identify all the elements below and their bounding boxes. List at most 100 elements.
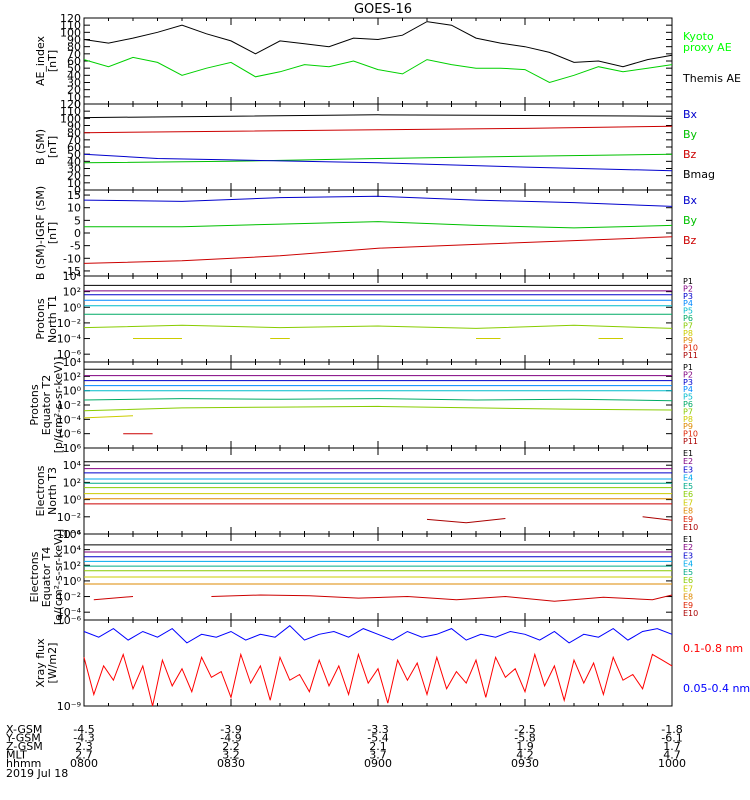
y-tick-label: 90 [67,120,81,133]
y-tick-label: 10⁴ [63,544,82,557]
orbit-value: 4.7 [663,749,681,762]
legend-entry: By [683,214,698,227]
y-tick-label: 40 [67,69,81,82]
legend-entry: P1 [683,277,693,286]
panel-frame [83,275,673,363]
panel-electrons_t4: 10⁻⁴ 10⁻² 10⁰ 10² 10⁴ 10⁶ Electrons Equator T4[… [28,528,698,625]
y-tick-label: 10⁻² [57,399,81,412]
legend-entry: E2 [683,457,693,466]
orbit-value: 0900 [364,757,392,770]
orbit-row-label: Y-GSM [5,732,41,745]
legend-entry: P6 [683,314,693,323]
orbit-value: 2.1 [369,740,387,753]
y-tick-label: 60 [67,141,81,154]
panel-frame [83,361,673,449]
legend-entry: E9 [683,515,693,524]
y-tick-label: 15 [67,189,81,202]
y-axis-label: [nT] [46,136,59,158]
legend-entry: P8 [683,415,693,424]
orbit-value: 4.2 [516,749,534,762]
orbit-row-label: Z-GSM [6,740,43,753]
y-tick-label: 10² [63,559,81,572]
orbit-row-label: X-GSM [6,723,42,736]
legend-entry: P11 [683,351,698,360]
legend-entry: P10 [683,430,698,439]
y-tick-label: 80 [67,127,81,140]
y-tick-label: 10⁻⁹ [57,700,81,713]
panel-frame [83,619,673,707]
legend-entry: E3 [683,551,693,560]
y-tick-label: 80 [67,41,81,54]
y-tick-label: 10⁻⁴ [57,413,82,426]
y-tick-label: 100 [60,26,81,39]
y-axis-label: B (SM) [34,129,47,165]
panel-frame [83,17,673,105]
legend-entry: P11 [683,437,698,446]
legend-entry: Bx [683,194,698,207]
series-By [83,153,673,164]
series-Themis AE [83,21,673,68]
legend-entry: Themis AE [682,72,741,85]
legend-entry: E8 [683,507,693,516]
series-E9a [93,596,134,601]
orbit-footer: X-GSM -4.5 -3.9 -3.3 -2.5 -1.8 Y-GSM -4.3 -4.9 -5… [5,723,686,770]
orbit-value: -3.9 [220,723,241,736]
y-tick-label: 10⁶ [63,442,82,455]
y-tick-label: 70 [67,134,81,147]
legend-entry: Kyoto [683,30,714,43]
legend-entry: P10 [683,344,698,353]
legend-entry: P6 [683,400,693,409]
legend-entry: E7 [683,498,693,507]
legend-entry: 0.05-0.4 nm [683,682,750,695]
legend-entry: P8 [683,329,693,338]
y-axis-label: [W/m2] [46,643,59,684]
y-tick-label: 10 [67,91,81,104]
y-axis-label: Equator T4 [40,547,53,607]
y-tick-label: 120 [60,98,81,111]
y-tick-label: 10² [63,286,81,299]
series-P7 [83,405,673,412]
y-tick-label: 20 [67,170,81,183]
y-tick-label: -5 [70,240,81,253]
series-E10b [642,516,673,521]
legend-entry: E3 [683,465,693,474]
legend-entry: P5 [683,393,693,402]
plot-title: GOES-16 [354,2,412,17]
y-tick-label: 10⁴ [63,356,82,369]
panel-xray: 10⁻⁹ 10⁻⁶ Xray flux [W/m2] 0.1-0.8 nm 0.05-0.… [34,614,750,713]
y-tick-label: 10⁴ [63,270,82,283]
legend-entry: E1 [683,449,693,458]
orbit-value: 2.7 [75,749,93,762]
legend-entry: E10 [683,523,698,532]
orbit-value: -4.3 [73,732,94,745]
orbit-value: 0930 [511,757,539,770]
legend-entry: P1 [683,363,693,372]
y-tick-label: 10⁰ [63,575,82,588]
y-tick-label: 110 [60,105,81,118]
y-tick-label: 110 [60,19,81,32]
y-axis-label: North T3 [46,467,59,515]
legend-entry: P4 [683,299,693,308]
y-axis-label: [nT] [46,50,59,72]
series-Bz [83,236,673,264]
legend-entry: proxy AE [683,41,732,54]
y-tick-label: 10 [67,177,81,190]
legend-entry: E2 [683,543,693,552]
y-tick-label: 10⁻⁴ [57,528,82,541]
y-tick-label: 10⁰ [63,494,82,507]
orbit-value: -4.9 [220,732,241,745]
legend-entry: Bmag [683,168,715,181]
legend-entry: E4 [683,474,693,483]
series-P6 [83,398,673,402]
y-tick-label: 10⁻⁶ [57,614,82,627]
panel-frame [83,447,673,535]
legend-entry: E8 [683,593,693,602]
y-tick-label: 10⁻⁶ [57,428,82,441]
y-tick-label: 5 [74,214,81,227]
orbit-value: -5.8 [514,732,535,745]
orbit-value: 3.7 [369,749,387,762]
y-tick-label: 60 [67,55,81,68]
y-tick-label: 10⁻² [57,591,81,604]
